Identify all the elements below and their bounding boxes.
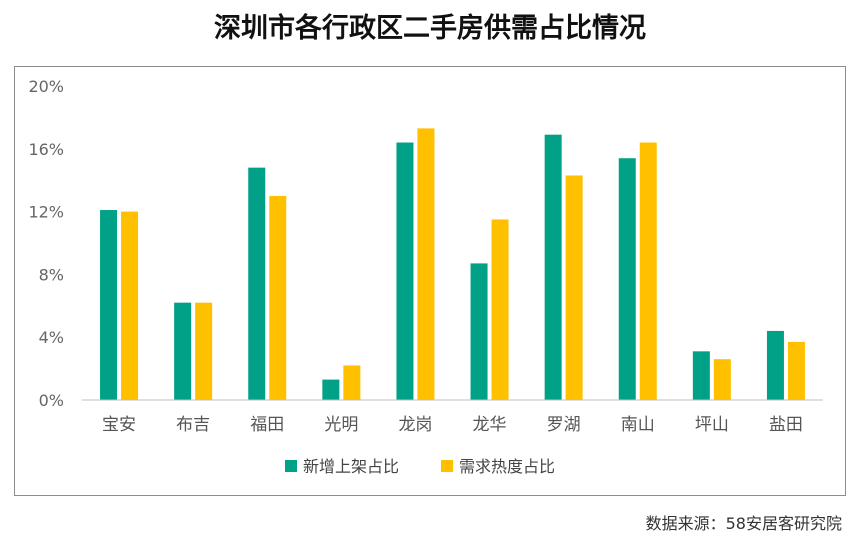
y-tick-label: 4% bbox=[39, 328, 64, 347]
bar-demand bbox=[491, 219, 509, 400]
legend-label: 需求热度占比 bbox=[459, 457, 555, 476]
x-category-label: 福田 bbox=[250, 415, 284, 435]
y-tick-label: 20% bbox=[28, 77, 64, 96]
bar-demand bbox=[787, 341, 805, 400]
x-axis-categories: 宝安 布吉 福田 光明 龙岗 龙华 罗湖 南山 坪山 盐田 bbox=[102, 415, 803, 435]
x-category-label: 罗湖 bbox=[547, 415, 581, 435]
bar-supply bbox=[322, 379, 340, 400]
bar-supply bbox=[470, 263, 488, 400]
bar-demand bbox=[639, 142, 657, 400]
legend-swatch bbox=[441, 460, 453, 472]
x-category-label: 盐田 bbox=[769, 415, 803, 435]
bars bbox=[100, 128, 805, 401]
bar-demand bbox=[417, 128, 435, 400]
bar-supply bbox=[544, 134, 562, 401]
bar-supply bbox=[618, 158, 636, 400]
bar-supply bbox=[174, 302, 192, 400]
bar-supply bbox=[766, 330, 784, 400]
chart-frame bbox=[14, 66, 846, 496]
bar-demand bbox=[565, 175, 583, 400]
x-category-label: 布吉 bbox=[176, 415, 210, 435]
x-category-label: 龙华 bbox=[473, 415, 507, 435]
bar-supply bbox=[100, 210, 118, 400]
x-category-label: 南山 bbox=[621, 415, 655, 435]
bar-demand bbox=[713, 359, 731, 400]
bar-demand bbox=[121, 211, 139, 400]
y-tick-label: 8% bbox=[39, 265, 64, 284]
x-category-label: 宝安 bbox=[102, 415, 136, 435]
x-category-label: 龙岗 bbox=[398, 415, 432, 435]
legend-label: 新增上架占比 bbox=[303, 457, 399, 476]
bar-demand bbox=[269, 195, 287, 400]
y-tick-label: 0% bbox=[39, 391, 64, 410]
legend: 新增上架占比 需求热度占比 bbox=[285, 457, 555, 476]
data-source: 数据来源：58安居客研究院 bbox=[645, 514, 842, 533]
bar-supply bbox=[396, 142, 414, 400]
y-tick-label: 16% bbox=[28, 140, 64, 159]
bar-supply bbox=[692, 351, 710, 400]
bar-demand bbox=[195, 302, 213, 400]
x-category-label: 坪山 bbox=[695, 415, 729, 435]
bar-demand bbox=[343, 365, 361, 400]
y-axis-ticks: 0% 4% 8% 12% 16% 20% bbox=[28, 77, 64, 410]
chart-title: 深圳市各行政区二手房供需占比情况 bbox=[214, 13, 646, 44]
y-tick-label: 12% bbox=[28, 203, 64, 222]
legend-swatch bbox=[285, 460, 297, 472]
x-category-label: 光明 bbox=[324, 415, 358, 435]
bar-supply bbox=[248, 167, 266, 400]
